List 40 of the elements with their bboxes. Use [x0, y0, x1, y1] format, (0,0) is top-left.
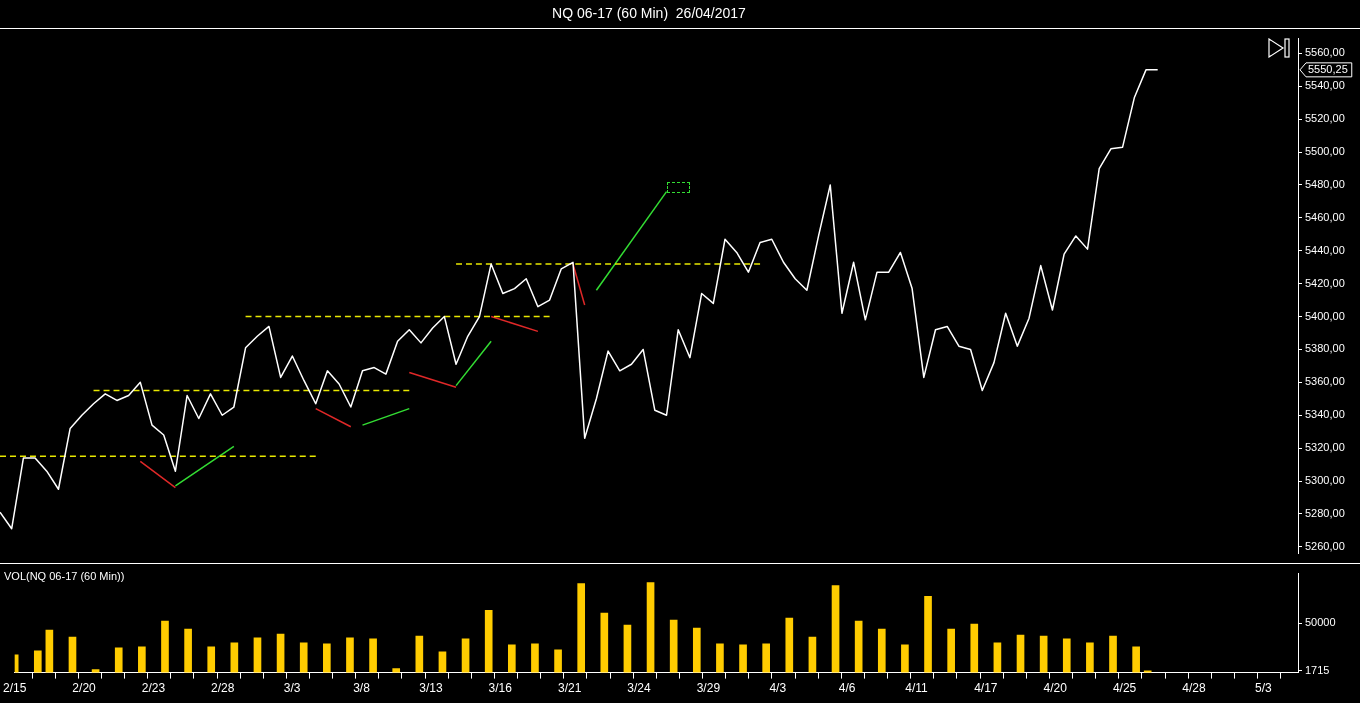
y-tick-label: 1715: [1305, 663, 1330, 676]
x-tick-label: 4/3: [769, 681, 787, 696]
x-tick-label: 3/8: [353, 681, 371, 696]
y-tick-label: 5460,00: [1305, 210, 1345, 223]
y-tick-label: 5540,00: [1305, 79, 1345, 92]
x-tick-label: 4/11: [905, 681, 929, 696]
y-tick-label: 5420,00: [1305, 276, 1345, 289]
y-tick-label: 5500,00: [1305, 145, 1345, 158]
x-tick-label: 3/3: [283, 681, 301, 696]
x-tick-label: 4/28: [1182, 681, 1206, 696]
x-tick-label: 3/13: [419, 681, 443, 696]
x-tick-label: 4/20: [1043, 681, 1068, 696]
text: 5550,25: [1308, 62, 1348, 75]
x-tick-label: 5/3: [1254, 681, 1272, 696]
y-tick-label: 5260,00: [1305, 539, 1345, 552]
x-tick-label: 3/21: [557, 681, 582, 696]
y-tick-label: 50000: [1305, 616, 1336, 629]
x-tick-label: 3/16: [488, 681, 513, 696]
x-tick-label: 3/24: [627, 681, 651, 696]
y-tick-label: 5360,00: [1305, 375, 1345, 388]
y-tick-label: 5320,00: [1305, 441, 1345, 454]
x-tick-label: 4/17: [974, 681, 998, 696]
chart-title: VOL(NQ 06-17 (60 Min)): [4, 570, 125, 582]
y-tick-label: 5400,00: [1305, 309, 1345, 322]
y-tick-label: 5440,00: [1305, 243, 1345, 256]
x-tick-label: 2/23: [141, 681, 166, 696]
y-tick-label: 5340,00: [1305, 408, 1345, 421]
y-tick-label: 5380,00: [1305, 342, 1345, 355]
x-tick-label: 4/6: [838, 681, 856, 696]
x-tick-label: 2/15: [3, 681, 27, 696]
y-tick-label: 5280,00: [1305, 506, 1345, 519]
y-tick-label: 5560,00: [1305, 46, 1345, 59]
y-tick-label: 5520,00: [1305, 112, 1345, 125]
x-tick-label: 2/20: [72, 681, 97, 696]
y-tick-label: 5300,00: [1305, 474, 1345, 487]
chart-title: NQ 06-17 (60 Min) 26/04/2017: [551, 5, 747, 21]
y-tick-label: 5480,00: [1305, 178, 1345, 191]
x-tick-label: 4/25: [1112, 681, 1137, 696]
x-tick-label: 3/29: [696, 681, 721, 696]
x-tick-label: 2/28: [211, 681, 235, 696]
